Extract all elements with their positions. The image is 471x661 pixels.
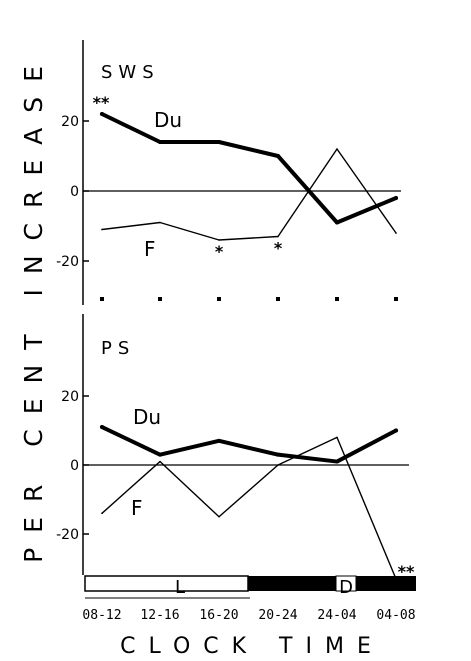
significance-marker: ** [93,93,110,112]
x-tick-label: 08-12 [82,608,121,623]
dark-label: D [339,577,353,598]
data-point-du [335,220,339,225]
x-tick-labels: 08-12 12-16 16-20 20-24 24-04 04-08 [82,608,415,623]
dark-period-bar [248,576,336,591]
x-axis-title: CLOCK TIME [120,634,384,659]
significance-marker: * [274,239,283,258]
dark-period-bar [356,576,416,591]
x-tick-label: 12-16 [140,608,179,623]
y-tick-label: 20 [61,389,79,405]
x-tick-mark [394,297,398,301]
y-tick-label: 0 [70,458,79,474]
series-line-du [100,425,398,464]
data-point-f [101,512,103,515]
x-tick-mark [100,297,104,301]
y-tick-label: -20 [56,527,79,543]
series-label-du: Du [133,405,161,429]
data-point-du [335,459,339,464]
data-point-du [276,452,280,457]
significance-marker: * [215,242,224,261]
data-point-f [277,464,279,466]
x-tick-mark [158,297,162,301]
panel-title: PS [101,338,135,359]
x-tick-label: 16-20 [199,608,238,623]
light-period-bar [84,575,249,592]
data-point-du [158,452,162,457]
data-point-du [217,140,221,144]
x-tick-label: 20-24 [258,608,297,623]
data-point-du [158,140,162,144]
data-point-du [394,196,398,200]
data-point-f [395,232,397,234]
data-point-du [217,438,221,443]
series-label-du: Du [154,108,182,132]
x-tick-label: 04-08 [376,608,415,623]
y-tick-label: 0 [70,184,79,200]
panel-title: SWS [101,62,160,83]
y-tick-label: -20 [56,254,79,270]
data-point-f [336,148,338,150]
series-line-f [101,436,397,580]
x-tick-mark [276,297,280,301]
series-line-f [101,148,397,241]
data-point-du [100,425,104,430]
data-point-f [336,436,338,439]
data-point-du [100,112,104,116]
data-point-f [159,460,161,463]
data-point-du [394,428,398,433]
light-label: L [175,577,185,598]
series-label-f: F [131,496,143,520]
x-tick-label: 24-04 [317,608,356,623]
x-tick-mark [335,297,339,301]
series-line-du [100,112,398,225]
data-point-f [218,515,220,518]
series-label-f: F [144,237,156,261]
x-tick-mark [217,297,221,301]
data-point-du [276,154,280,158]
data-point-f [159,221,161,224]
data-point-f [101,228,103,231]
y-axis-title: PER CENT INCREASE [19,51,48,563]
data-point-f [218,239,220,241]
y-tick-label: 20 [61,114,79,130]
data-point-f [277,235,279,238]
